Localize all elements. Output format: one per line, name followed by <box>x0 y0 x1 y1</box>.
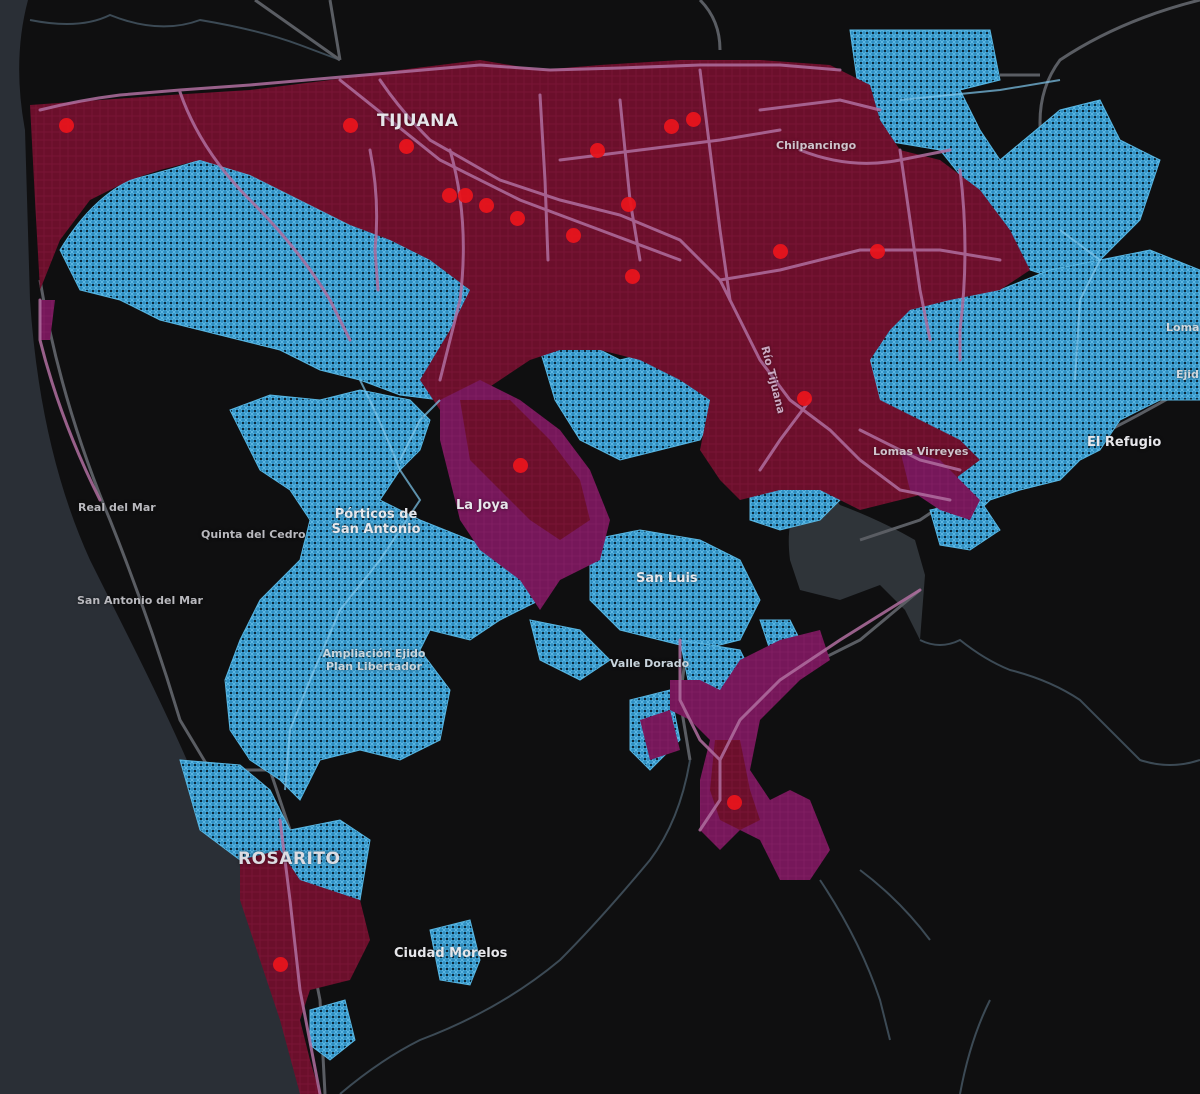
location-marker[interactable] <box>796 390 812 406</box>
urban-area <box>589 529 761 651</box>
label-san-antonio-del-mar: San Antonio del Mar <box>77 594 203 607</box>
label-quinta-del-cedro: Quinta del Cedro <box>201 528 306 541</box>
location-marker[interactable] <box>342 117 358 133</box>
label-lomas-virreyes: Lomas Virreyes <box>873 445 969 458</box>
ocean <box>0 0 310 1094</box>
zone-area <box>30 60 1030 510</box>
location-marker[interactable] <box>726 794 742 810</box>
zone-area <box>900 450 980 520</box>
zone-area <box>640 710 680 760</box>
label-ciudad-morelos: Ciudad Morelos <box>394 946 508 961</box>
location-marker[interactable] <box>457 187 473 203</box>
location-marker[interactable] <box>272 956 288 972</box>
label-porticos-line2: San Antonio <box>331 521 421 537</box>
location-marker[interactable] <box>512 457 528 473</box>
zone-area <box>40 300 55 340</box>
location-marker[interactable] <box>398 138 414 154</box>
location-marker[interactable] <box>663 118 679 134</box>
label-ejido-partial: Ejid <box>1176 368 1199 381</box>
label-real-del-mar: Real del Mar <box>78 501 156 514</box>
label-valle-dorado: Valle Dorado <box>610 657 690 670</box>
reservoir <box>788 496 925 640</box>
label-el-refugio: El Refugio <box>1087 435 1162 450</box>
urban-area <box>529 619 611 681</box>
location-marker[interactable] <box>478 197 494 213</box>
label-la-joya: La Joya <box>456 498 509 513</box>
zone-area <box>710 740 760 830</box>
label-san-luis: San Luis <box>636 571 698 586</box>
urban-area <box>429 919 481 986</box>
location-marker[interactable] <box>589 142 605 158</box>
location-marker[interactable] <box>685 111 701 127</box>
urban-area <box>849 29 1161 281</box>
label-chilpancingo: Chilpancingo <box>776 139 857 152</box>
location-marker[interactable] <box>58 117 74 133</box>
label-porticos-line1: Pórticos de <box>334 507 418 522</box>
label-ampliacion-ejido: Ampliación Ejido Plan Libertador <box>318 647 430 673</box>
zone-area <box>240 850 370 1094</box>
location-marker[interactable] <box>441 187 457 203</box>
location-marker[interactable] <box>509 210 525 226</box>
urban-area <box>309 999 356 1061</box>
location-marker[interactable] <box>772 243 788 259</box>
location-marker[interactable] <box>565 227 581 243</box>
label-porticos-de-san-antonio: Pórticos de San Antonio <box>328 507 424 538</box>
label-ampliacion-line2: Plan Libertador <box>326 659 422 673</box>
label-lomas-partial: Loma <box>1166 321 1200 334</box>
label-rosarito: ROSARITO <box>238 849 341 869</box>
label-tijuana: TIJUANA <box>377 111 459 131</box>
location-marker[interactable] <box>869 243 885 259</box>
label-ampliacion-line1: Ampliación Ejido <box>322 647 426 660</box>
location-marker[interactable] <box>624 268 640 284</box>
location-marker[interactable] <box>620 196 636 212</box>
